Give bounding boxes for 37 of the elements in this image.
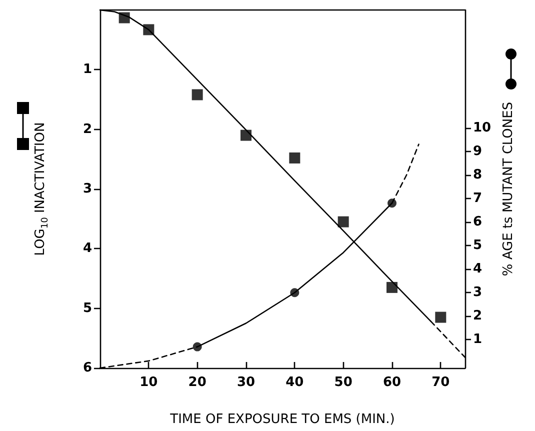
x-tick-label: 40 [286, 375, 304, 390]
y2-tick-label: 9 [473, 144, 482, 159]
y2-tick-label: 1 [473, 332, 482, 348]
y2-tick-label: 5 [473, 238, 482, 254]
x-tick-label: 20 [188, 375, 206, 390]
y2-tick-label: 4 [473, 262, 482, 277]
point [388, 198, 396, 208]
point [290, 288, 300, 298]
point [386, 282, 398, 293]
y2-tick-label: 10 [473, 120, 492, 136]
y-axis-title: LOG10 INACTIVATION [33, 122, 50, 256]
x-tick-label: 30 [236, 375, 256, 390]
point [435, 312, 446, 323]
y2-tick-label: 2 [473, 308, 482, 324]
y-tick-label: 3 [82, 182, 92, 196]
point [338, 216, 349, 228]
y-tick-label: 2 [82, 122, 92, 137]
y2-tick-label: 3 [473, 285, 482, 300]
point [192, 89, 203, 100]
x-tick-label: 60 [382, 375, 402, 390]
x-tick-label: 10 [140, 375, 158, 390]
x-axis-title: TIME OF EXPOSURE TO EMS (MIN.) [169, 412, 395, 427]
x-tick-label: 50 [334, 375, 352, 390]
y2-tick-label: 6 [473, 214, 482, 230]
point [118, 12, 130, 24]
y-tick-label: 4 [82, 241, 92, 256]
y2-tick-label: 7 [473, 190, 482, 206]
x-tick-label: 70 [432, 375, 450, 390]
point [289, 152, 300, 164]
y2-tick-label: 8 [473, 167, 482, 182]
y-tick-label: 1 [82, 62, 92, 78]
point [240, 130, 252, 141]
point [143, 24, 154, 36]
y-tick-label: 5 [82, 300, 92, 316]
y2-axis-title: % AGE ts MUTANT CLONES [500, 102, 516, 276]
point [192, 342, 202, 352]
y-tick-label: 6 [82, 360, 92, 376]
